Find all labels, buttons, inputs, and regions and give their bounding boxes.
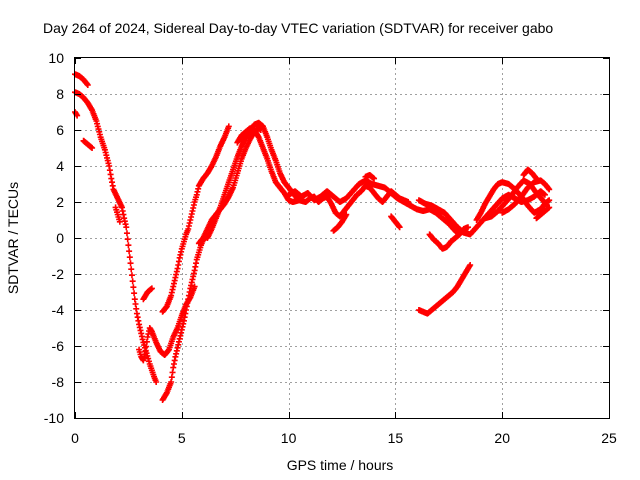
series-segment [388,213,403,231]
data-point [123,230,130,237]
data-point [128,272,135,279]
data-point [129,278,136,285]
data-point [125,242,132,249]
y-tick-label: 10 [48,50,64,66]
data-point [541,191,548,198]
data-point [148,285,155,292]
data-point [124,236,131,243]
series-segment [140,285,155,303]
x-axis-title: GPS time / hours [287,457,394,473]
series-segment [520,166,540,182]
y-tick-label: 6 [56,122,64,138]
series-segment [362,172,378,182]
data-point [123,224,130,231]
data-point [546,204,553,211]
y-tick-label: -8 [52,374,65,390]
x-tick-label: 20 [494,430,510,446]
data-point [126,254,133,261]
series-segment [72,109,81,119]
x-tick-label: 5 [178,430,186,446]
series-segment [72,89,160,385]
y-tick-label: 4 [56,158,64,174]
data-point [131,290,138,297]
data-point [127,260,134,267]
data-point [343,211,350,218]
x-tick-label: 25 [601,430,617,446]
y-tick-label: -6 [52,338,65,354]
axis-ticks: 0 5 10 15 20 25 -10 -8 -6 -4 -2 0 2 4 6 8 10 [44,50,617,446]
y-tick-label: -2 [52,266,65,282]
series-segment [330,211,350,234]
y-tick-label: 2 [56,194,64,210]
grid [75,58,609,418]
y-tick-label: -4 [52,302,65,318]
series-segment [80,137,96,151]
data-point [225,123,232,130]
series-segment [112,204,123,225]
series-segment [533,204,553,222]
data-point [153,379,160,385]
data-points [72,71,553,403]
data-point [371,175,378,182]
x-tick-label: 10 [281,430,297,446]
y-tick-label: -10 [44,410,64,426]
series-segment [234,125,412,220]
x-tick-label: 15 [388,430,404,446]
data-point [126,248,133,255]
data-point [191,283,198,290]
data-point [130,284,137,291]
y-tick-label: 8 [56,86,64,102]
series-segment [426,224,472,252]
chart-title: Day 264 of 2024, Sidereal Day-to-day VTE… [43,20,553,36]
y-tick-label: 0 [56,230,64,246]
data-point [465,224,472,231]
series-segment [499,177,553,216]
series-segment [204,119,305,241]
data-point [116,218,123,225]
data-point [546,186,553,193]
data-point [396,224,403,231]
data-point [467,262,474,268]
data-point [546,197,553,204]
data-point [84,82,91,88]
data-point [533,175,540,182]
series-segment [159,123,232,315]
data-point [74,112,81,119]
x-tick-label: 0 [71,430,79,446]
plot-frame [74,57,610,419]
data-point [128,266,135,273]
series-segment [415,262,474,317]
y-axis-title: SDTVAR / TECUs [5,182,21,294]
data-point [89,145,96,151]
series-segment [159,233,211,403]
